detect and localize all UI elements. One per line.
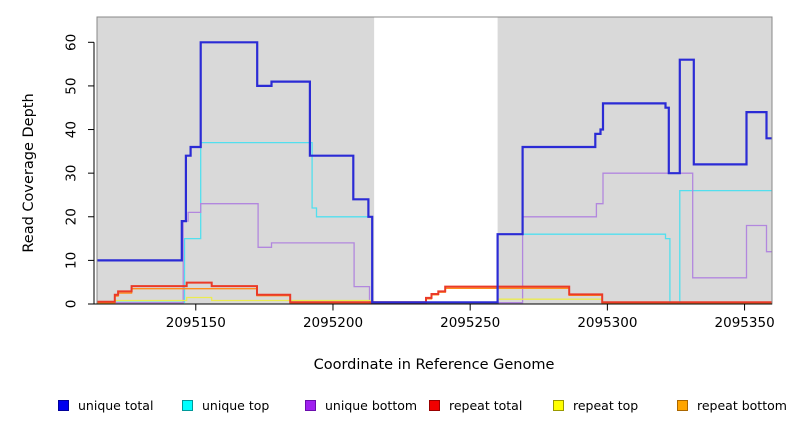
unique-top-swatch-icon [182,399,193,411]
plot-background-shading [97,17,772,304]
legend-item-unique-top: unique top [182,395,269,415]
x-tick-2095200: 2095200 [303,315,363,331]
legend-label: repeat top [573,397,639,413]
y-tick-20: 20 [64,208,80,225]
repeat-top-swatch-icon [553,399,564,411]
unique-bottom-swatch-icon [305,399,316,411]
repeat-bottom-swatch-icon [677,399,688,411]
x-tick-2095150: 2095150 [166,315,226,331]
legend-item-repeat-total: repeat total [429,395,522,415]
plot-legend: unique total unique top unique bottom re… [0,395,792,419]
x-tick-2095350: 2095350 [715,315,775,331]
x-axis-title: Coordinate in Reference Genome [314,357,555,373]
legend-label: repeat bottom [697,397,787,413]
x-tick-2095300: 2095300 [577,315,637,331]
legend-label: repeat total [449,397,523,413]
y-tick-0: 0 [64,300,80,309]
y-tick-50: 50 [64,78,80,95]
y-tick-40: 40 [64,121,80,138]
legend-label: unique top [202,397,270,413]
plot-series-lines [97,41,772,304]
y-tick-60: 60 [64,34,80,51]
legend-item-unique-bottom: unique bottom [305,395,417,415]
legend-item-repeat-bottom: repeat bottom [677,395,787,415]
legend-item-unique-total: unique total [58,395,153,415]
y-axis-title: Read Coverage Depth [21,93,37,252]
legend-label: unique bottom [325,397,418,413]
axis-lines-and-ticks [88,41,772,311]
legend-item-repeat-top: repeat top [553,395,638,415]
unique-total-swatch-icon [58,399,69,411]
y-tick-10: 10 [64,252,80,269]
y-tick-30: 30 [64,165,80,182]
x-tick-2095250: 2095250 [440,315,500,331]
x-axis-tick-labels: 2095150 2095200 2095250 2095300 2095350 [166,315,775,331]
repeat-total-swatch-icon [429,399,440,411]
y-axis-tick-labels: 0 10 20 30 40 50 60 [64,34,80,308]
legend-label: unique total [78,397,154,413]
